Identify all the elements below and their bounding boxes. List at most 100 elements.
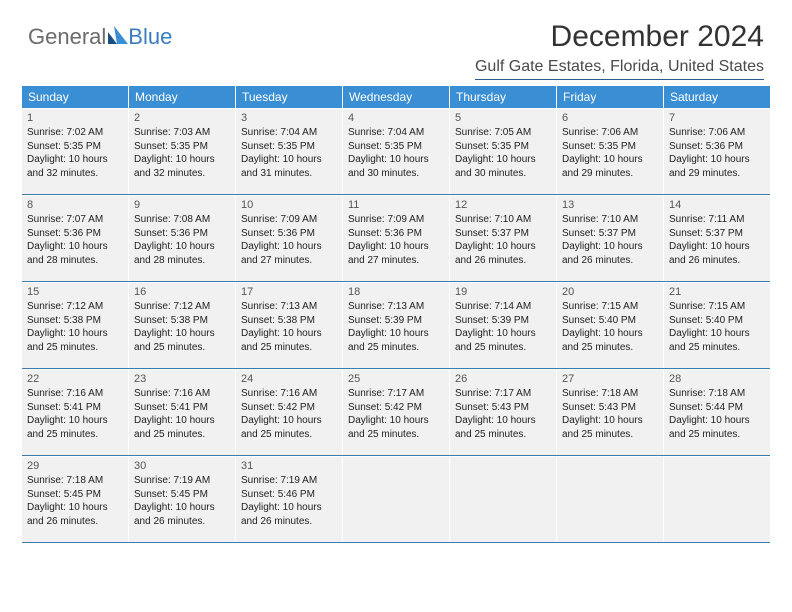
day-cell — [343, 456, 450, 542]
day-cell: 21 Sunrise: 7:15 AMSunset: 5:40 PMDayligh… — [664, 282, 770, 368]
weekday-header: Monday — [129, 86, 236, 108]
day-info: Sunrise: 7:04 AMSunset: 5:35 PMDaylight:… — [241, 126, 337, 180]
day-number: 29 — [27, 460, 123, 472]
day-cell: 19 Sunrise: 7:14 AMSunset: 5:39 PMDayligh… — [450, 282, 557, 368]
week-row: 8Sunrise: 7:07 AMSunset: 5:36 PMDaylight… — [22, 195, 770, 282]
day-info: Sunrise: 7:10 AMSunset: 5:37 PMDaylight:… — [562, 213, 658, 267]
day-cell: 18Sunrise: 7:13 AMSunset: 5:39 PMDayligh… — [343, 282, 450, 368]
day-number: 19 — [455, 286, 551, 298]
day-cell: 4 Sunrise: 7:04 AMSunset: 5:35 PMDaylight… — [343, 108, 450, 194]
day-number: 6 — [562, 112, 658, 124]
day-number: 28 — [669, 373, 765, 385]
day-info: Sunrise: 7:16 AMSunset: 5:41 PMDaylight:… — [134, 387, 230, 441]
day-number: 20 — [562, 286, 658, 298]
day-number: 4 — [348, 112, 444, 124]
day-number: 12 — [455, 199, 551, 211]
day-info: Sunrise: 7:16 AMSunset: 5:41 PMDaylight:… — [27, 387, 123, 441]
logo-icon — [108, 26, 128, 49]
day-cell: 31 Sunrise: 7:19 AMSunset: 5:46 PMDayligh… — [236, 456, 343, 542]
day-number: 17 — [241, 286, 337, 298]
day-info: Sunrise: 7:14 AMSunset: 5:39 PMDaylight:… — [455, 300, 551, 354]
day-cell: 14Sunrise: 7:11 AMSunset: 5:37 PMDayligh… — [664, 195, 770, 281]
day-number: 1 — [27, 112, 123, 124]
day-info: Sunrise: 7:18 AMSunset: 5:45 PMDaylight:… — [27, 474, 123, 528]
day-info: Sunrise: 7:15 AMSunset: 5:40 PMDaylight:… — [669, 300, 765, 354]
day-info: Sunrise: 7:04 AMSunset: 5:35 PMDaylight:… — [348, 126, 444, 180]
day-cell: 6 Sunrise: 7:06 AMSunset: 5:35 PMDaylight… — [557, 108, 664, 194]
day-info: Sunrise: 7:09 AMSunset: 5:36 PMDaylight:… — [348, 213, 444, 267]
day-cell: 10 Sunrise: 7:09 AMSunset: 5:36 PMDayligh… — [236, 195, 343, 281]
day-cell: 25Sunrise: 7:17 AMSunset: 5:42 PMDayligh… — [343, 369, 450, 455]
day-cell: 29 Sunrise: 7:18 AMSunset: 5:45 PMDayligh… — [22, 456, 129, 542]
day-info: Sunrise: 7:05 AMSunset: 5:35 PMDaylight:… — [455, 126, 551, 180]
calendar: SundayMondayTuesdayWednesdayThursdayFrid… — [22, 86, 770, 543]
day-cell: 2Sunrise: 7:03 AMSunset: 5:35 PMDaylight… — [129, 108, 236, 194]
day-info: Sunrise: 7:12 AMSunset: 5:38 PMDaylight:… — [27, 300, 123, 354]
day-info: Sunrise: 7:19 AMSunset: 5:45 PMDaylight:… — [134, 474, 230, 528]
day-cell: 30 Sunrise: 7:19 AMSunset: 5:45 PMDayligh… — [129, 456, 236, 542]
day-cell: 7 Sunrise: 7:06 AMSunset: 5:36 PMDaylight… — [664, 108, 770, 194]
week-row: 15 Sunrise: 7:12 AMSunset: 5:38 PMDayligh… — [22, 282, 770, 369]
day-cell: 20 Sunrise: 7:15 AMSunset: 5:40 PMDayligh… — [557, 282, 664, 368]
day-cell: 15 Sunrise: 7:12 AMSunset: 5:38 PMDayligh… — [22, 282, 129, 368]
day-number: 30 — [134, 460, 230, 472]
day-cell: 26Sunrise: 7:17 AMSunset: 5:43 PMDayligh… — [450, 369, 557, 455]
location: Gulf Gate Estates, Florida, United State… — [475, 58, 764, 80]
day-number: 7 — [669, 112, 765, 124]
weekday-header: Friday — [557, 86, 664, 108]
day-info: Sunrise: 7:03 AMSunset: 5:35 PMDaylight:… — [134, 126, 230, 180]
day-cell — [664, 456, 770, 542]
day-number: 8 — [27, 199, 123, 211]
day-info: Sunrise: 7:06 AMSunset: 5:36 PMDaylight:… — [669, 126, 765, 180]
day-info: Sunrise: 7:11 AMSunset: 5:37 PMDaylight:… — [669, 213, 765, 267]
day-number: 15 — [27, 286, 123, 298]
day-cell: 16Sunrise: 7:12 AMSunset: 5:38 PMDayligh… — [129, 282, 236, 368]
day-cell — [450, 456, 557, 542]
day-cell: 27Sunrise: 7:18 AMSunset: 5:43 PMDayligh… — [557, 369, 664, 455]
weekday-header-row: SundayMondayTuesdayWednesdayThursdayFrid… — [22, 86, 770, 108]
day-cell: 13Sunrise: 7:10 AMSunset: 5:37 PMDayligh… — [557, 195, 664, 281]
day-info: Sunrise: 7:08 AMSunset: 5:36 PMDaylight:… — [134, 213, 230, 267]
day-number: 21 — [669, 286, 765, 298]
day-cell: 17 Sunrise: 7:13 AMSunset: 5:38 PMDayligh… — [236, 282, 343, 368]
day-cell: 28 Sunrise: 7:18 AMSunset: 5:44 PMDayligh… — [664, 369, 770, 455]
day-cell: 12Sunrise: 7:10 AMSunset: 5:37 PMDayligh… — [450, 195, 557, 281]
logo: General Blue — [28, 24, 172, 50]
day-info: Sunrise: 7:18 AMSunset: 5:43 PMDaylight:… — [562, 387, 658, 441]
day-number: 11 — [348, 199, 444, 211]
day-cell: 1Sunrise: 7:02 AMSunset: 5:35 PMDaylight… — [22, 108, 129, 194]
day-number: 24 — [241, 373, 337, 385]
month-title: December 2024 — [475, 20, 764, 54]
day-number: 9 — [134, 199, 230, 211]
day-number: 22 — [27, 373, 123, 385]
day-info: Sunrise: 7:06 AMSunset: 5:35 PMDaylight:… — [562, 126, 658, 180]
day-info: Sunrise: 7:13 AMSunset: 5:38 PMDaylight:… — [241, 300, 337, 354]
day-cell: 23 Sunrise: 7:16 AMSunset: 5:41 PMDayligh… — [129, 369, 236, 455]
weekday-header: Thursday — [450, 86, 557, 108]
day-info: Sunrise: 7:19 AMSunset: 5:46 PMDaylight:… — [241, 474, 337, 528]
day-number: 26 — [455, 373, 551, 385]
weekday-header: Saturday — [664, 86, 770, 108]
day-cell: 11 Sunrise: 7:09 AMSunset: 5:36 PMDayligh… — [343, 195, 450, 281]
day-cell: 22 Sunrise: 7:16 AMSunset: 5:41 PMDayligh… — [22, 369, 129, 455]
day-number: 25 — [348, 373, 444, 385]
day-number: 31 — [241, 460, 337, 472]
weekday-header: Sunday — [22, 86, 129, 108]
day-cell: 24Sunrise: 7:16 AMSunset: 5:42 PMDayligh… — [236, 369, 343, 455]
day-info: Sunrise: 7:09 AMSunset: 5:36 PMDaylight:… — [241, 213, 337, 267]
day-cell — [557, 456, 664, 542]
day-number: 10 — [241, 199, 337, 211]
day-cell: 5Sunrise: 7:05 AMSunset: 5:35 PMDaylight… — [450, 108, 557, 194]
logo-text-general: General — [28, 24, 106, 50]
day-cell: 9 Sunrise: 7:08 AMSunset: 5:36 PMDaylight… — [129, 195, 236, 281]
day-info: Sunrise: 7:18 AMSunset: 5:44 PMDaylight:… — [669, 387, 765, 441]
header: December 2024 Gulf Gate Estates, Florida… — [475, 20, 764, 80]
day-number: 23 — [134, 373, 230, 385]
week-row: 22 Sunrise: 7:16 AMSunset: 5:41 PMDayligh… — [22, 369, 770, 456]
day-info: Sunrise: 7:12 AMSunset: 5:38 PMDaylight:… — [134, 300, 230, 354]
day-info: Sunrise: 7:15 AMSunset: 5:40 PMDaylight:… — [562, 300, 658, 354]
day-number: 18 — [348, 286, 444, 298]
day-cell: 8Sunrise: 7:07 AMSunset: 5:36 PMDaylight… — [22, 195, 129, 281]
week-row: 29 Sunrise: 7:18 AMSunset: 5:45 PMDayligh… — [22, 456, 770, 543]
logo-text-blue: Blue — [128, 24, 172, 50]
